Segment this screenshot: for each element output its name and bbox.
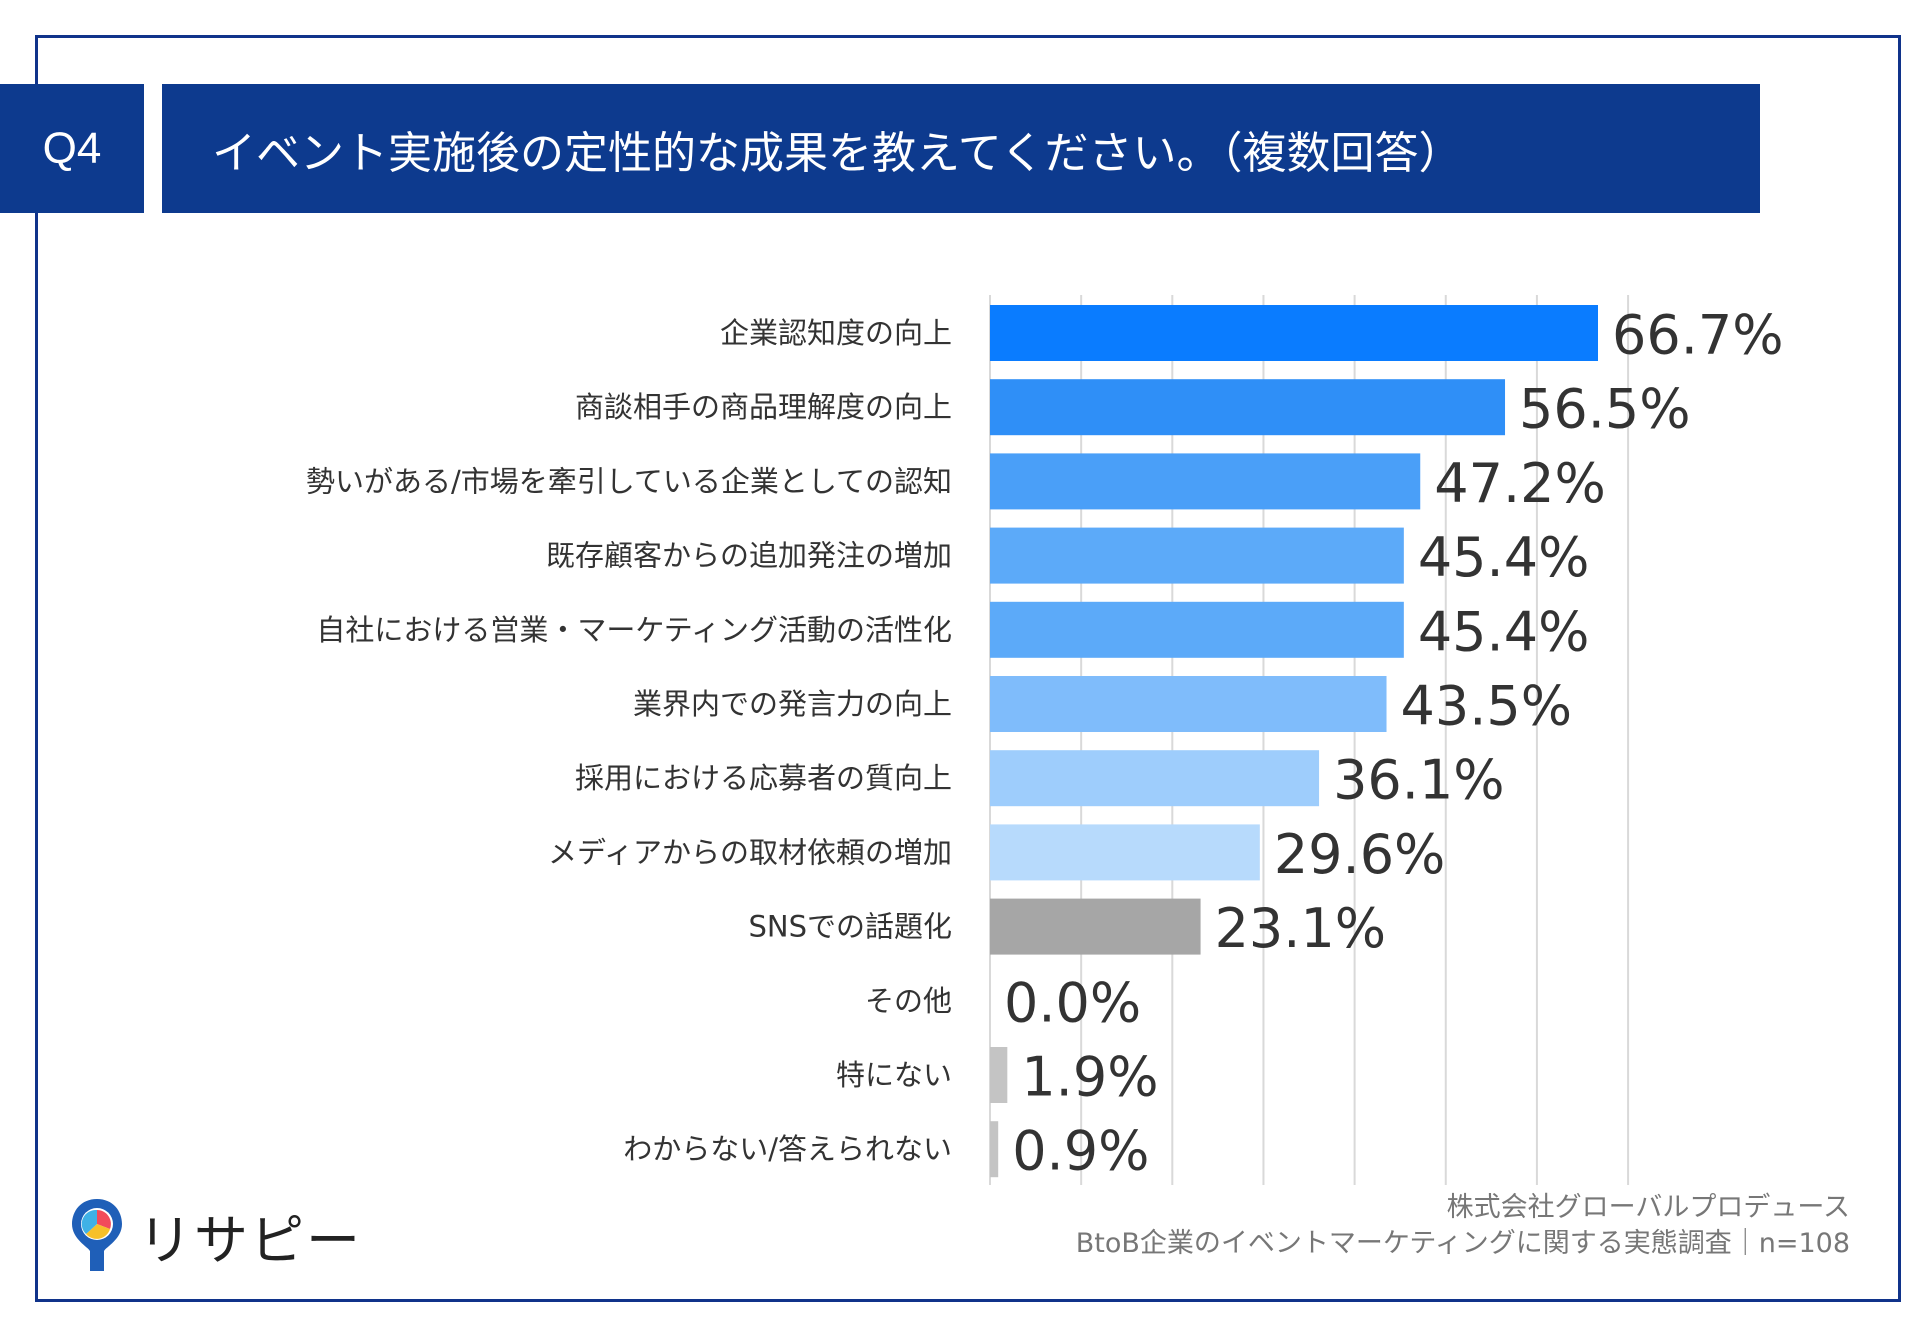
- bar: [990, 898, 1201, 955]
- category-label: 既存顧客からの追加発注の増加: [546, 539, 952, 573]
- bar: [990, 379, 1506, 436]
- footer-company: 株式会社グローバルプロデュース: [1446, 1192, 1850, 1223]
- value-label: 23.1%: [1215, 897, 1387, 960]
- footer-survey: BtoB企業のイベントマーケティングに関する実態調査｜n=108: [1075, 1228, 1850, 1259]
- logo-text: リサピー: [138, 1208, 362, 1272]
- value-label: 36.1%: [1333, 749, 1505, 812]
- category-label: わからない/答えられない: [623, 1132, 952, 1166]
- bar: [990, 824, 1260, 881]
- value-label: 45.4%: [1418, 600, 1590, 663]
- bar: [990, 1121, 999, 1178]
- category-label: 勢いがある/市場を牽引している企業としての認知: [306, 464, 952, 498]
- bar: [990, 527, 1404, 584]
- bar: [990, 305, 1598, 361]
- value-label: 43.5%: [1401, 675, 1573, 738]
- value-label: 56.5%: [1519, 378, 1691, 441]
- value-label: 45.4%: [1418, 526, 1590, 589]
- page-title: イベント実施後の定性的な成果を教えてください。（複数回答）: [162, 84, 1760, 213]
- value-label: 47.2%: [1434, 452, 1606, 515]
- category-label: 業界内での発言力の向上: [633, 687, 952, 721]
- chart-frame: [35, 35, 1901, 1302]
- footer-source: 株式会社グローバルプロデュース BtoB企業のイベントマーケティングに関する実態…: [1076, 1190, 1850, 1262]
- category-label: 自社における営業・マーケティング活動の活性化: [316, 613, 952, 647]
- category-label: メディアからの取材依頼の増加: [548, 835, 952, 869]
- bar: [990, 1047, 1008, 1103]
- category-label: SNSでの話題化: [748, 910, 952, 944]
- value-label: 1.9%: [1021, 1046, 1158, 1109]
- category-label: その他: [865, 984, 952, 1018]
- logo: リサピー: [68, 1195, 362, 1275]
- category-label: 特にない: [836, 1058, 952, 1092]
- bar: [990, 676, 1387, 732]
- category-label: 商談相手の商品理解度の向上: [575, 390, 952, 424]
- bar: [990, 453, 1421, 510]
- pin-logo-icon: [72, 1199, 122, 1271]
- value-label: 0.9%: [1012, 1120, 1149, 1183]
- value-label: 0.0%: [1004, 971, 1141, 1034]
- value-label: 29.6%: [1274, 823, 1446, 886]
- category-label: 採用における応募者の質向上: [575, 761, 952, 795]
- bar: [990, 601, 1404, 658]
- category-label: 企業認知度の向上: [720, 316, 952, 350]
- value-label: 66.7%: [1612, 304, 1784, 367]
- question-number: Q4: [0, 84, 144, 213]
- bar: [990, 750, 1320, 807]
